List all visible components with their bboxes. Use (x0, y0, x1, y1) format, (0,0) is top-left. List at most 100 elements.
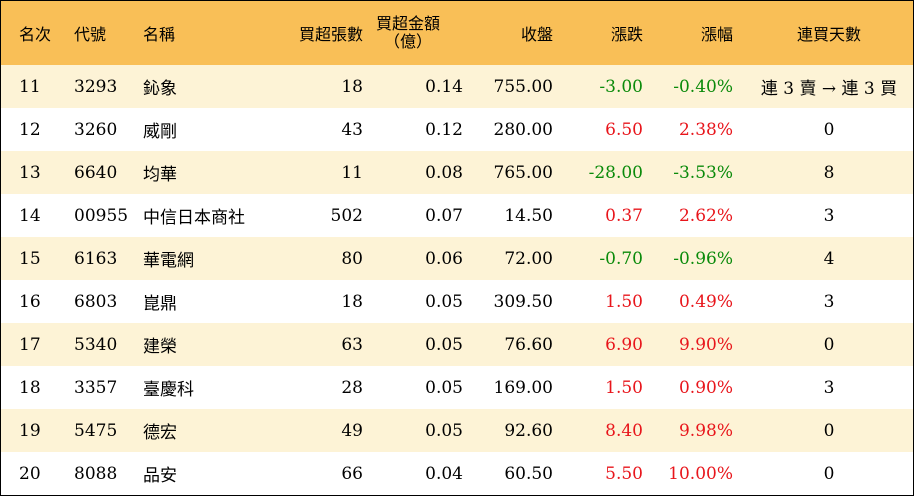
table-row: 13 6640 均華 11 0.08 765.00 -28.00 -3.53% 8 (1, 151, 913, 194)
cell-volume: 80 (341, 248, 363, 269)
cell-rank: 11 (19, 76, 41, 97)
cell-code: 6640 (74, 162, 118, 183)
table-row: 19 5475 德宏 49 0.05 92.60 8.40 9.98% 0 (1, 409, 913, 452)
cell-close: 60.50 (504, 463, 553, 484)
cell-rank: 18 (19, 377, 41, 398)
cell-amount: 0.07 (425, 205, 463, 226)
table-header: 名次 代號 名稱 買超張數 買超金額 （億） 收盤 漲跌 漲幅 連買天數 (1, 1, 913, 65)
cell-code: 5475 (74, 420, 118, 441)
cell-amount: 0.05 (425, 420, 463, 441)
cell-pct: -0.96% (673, 248, 733, 269)
cell-volume: 502 (330, 205, 363, 226)
cell-pct: 9.90% (678, 334, 733, 355)
cell-days: 0 (823, 463, 835, 484)
table-row: 14 00955 中信日本商社 502 0.07 14.50 0.37 2.62% 3 (1, 194, 913, 237)
cell-amount: 0.08 (425, 162, 463, 183)
cell-amount: 0.05 (425, 377, 463, 398)
cell-amount: 0.05 (425, 334, 463, 355)
cell-rank: 12 (19, 119, 41, 140)
cell-change: 5.50 (605, 463, 643, 484)
cell-close: 92.60 (504, 420, 553, 441)
cell-close: 280.00 (493, 119, 553, 140)
cell-days: 3 (823, 205, 835, 226)
cell-code: 00955 (74, 205, 129, 226)
cell-volume: 66 (341, 463, 363, 484)
cell-close: 755.00 (493, 76, 553, 97)
cell-code: 3293 (74, 76, 118, 97)
header-change: 漲跌 (610, 25, 643, 44)
cell-pct: 10.00% (668, 463, 733, 484)
table-row: 16 6803 崑鼎 18 0.05 309.50 1.50 0.49% 3 (1, 280, 913, 323)
cell-change: 1.50 (605, 377, 643, 398)
cell-code: 8088 (74, 463, 118, 484)
cell-code: 6803 (74, 291, 118, 312)
cell-rank: 19 (19, 420, 41, 441)
cell-pct: 2.62% (678, 205, 733, 226)
header-days: 連買天數 (796, 25, 861, 44)
cell-pct: 9.98% (678, 420, 733, 441)
cell-amount: 0.12 (425, 119, 463, 140)
cell-days: 0 (823, 119, 835, 140)
cell-code: 5340 (74, 334, 118, 355)
header-rank: 名次 (19, 25, 52, 44)
cell-name: 建榮 (143, 337, 177, 357)
cell-name: 德宏 (143, 423, 177, 443)
cell-change: 6.50 (605, 119, 643, 140)
cell-volume: 63 (341, 334, 363, 355)
table-row: 12 3260 威剛 43 0.12 280.00 6.50 2.38% 0 (1, 108, 913, 151)
cell-days: 連 3 賣 → 連 3 買 (760, 79, 898, 99)
cell-rank: 20 (19, 463, 41, 484)
cell-pct: 0.90% (678, 377, 733, 398)
cell-name: 臺慶科 (143, 380, 194, 400)
cell-volume: 11 (341, 162, 363, 183)
header-name: 名稱 (143, 25, 176, 44)
cell-name: 鈊象 (143, 79, 177, 99)
header-code: 代號 (74, 25, 107, 44)
cell-name: 崑鼎 (143, 294, 177, 314)
cell-volume: 18 (341, 291, 363, 312)
cell-name: 威剛 (143, 122, 177, 142)
cell-close: 14.50 (504, 205, 553, 226)
cell-change: 6.90 (605, 334, 643, 355)
cell-pct: -3.53% (673, 162, 733, 183)
table-row: 15 6163 華電網 80 0.06 72.00 -0.70 -0.96% 4 (1, 237, 913, 280)
cell-amount: 0.04 (425, 463, 463, 484)
cell-volume: 18 (341, 76, 363, 97)
cell-name: 品安 (143, 466, 177, 486)
cell-change: -28.00 (588, 162, 643, 183)
cell-days: 4 (823, 248, 835, 269)
header-amount-line1: 買超金額 (375, 14, 440, 33)
cell-change: 0.37 (605, 205, 643, 226)
cell-volume: 28 (341, 377, 363, 398)
cell-volume: 49 (341, 420, 363, 441)
cell-close: 76.60 (504, 334, 553, 355)
cell-change: 1.50 (605, 291, 643, 312)
cell-amount: 0.14 (425, 76, 463, 97)
header-amount: 買超金額 （億） (353, 1, 463, 65)
cell-code: 6163 (74, 248, 118, 269)
cell-code: 3357 (74, 377, 118, 398)
cell-close: 72.00 (504, 248, 553, 269)
cell-code: 3260 (74, 119, 118, 140)
cell-rank: 17 (19, 334, 41, 355)
cell-change: -3.00 (599, 76, 643, 97)
header-amount-line2: （億） (383, 32, 432, 51)
cell-rank: 14 (19, 205, 41, 226)
cell-close: 765.00 (493, 162, 553, 183)
cell-amount: 0.06 (425, 248, 463, 269)
cell-amount: 0.05 (425, 291, 463, 312)
cell-change: -0.70 (599, 248, 643, 269)
table-row: 17 5340 建榮 63 0.05 76.60 6.90 9.90% 0 (1, 323, 913, 366)
cell-days: 0 (823, 334, 835, 355)
cell-rank: 15 (19, 248, 41, 269)
cell-days: 3 (823, 291, 835, 312)
cell-rank: 13 (19, 162, 41, 183)
header-pct: 漲幅 (700, 25, 733, 44)
table-row: 20 8088 品安 66 0.04 60.50 5.50 10.00% 0 (1, 452, 913, 495)
cell-days: 0 (823, 420, 835, 441)
cell-pct: 0.49% (678, 291, 733, 312)
cell-name: 均華 (143, 165, 177, 185)
cell-name: 中信日本商社 (143, 208, 245, 228)
cell-volume: 43 (341, 119, 363, 140)
